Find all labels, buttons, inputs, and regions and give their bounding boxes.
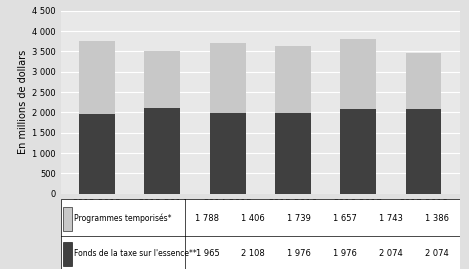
Bar <box>275 113 311 194</box>
Bar <box>340 109 376 194</box>
Bar <box>63 207 72 231</box>
Bar <box>79 41 115 114</box>
Bar <box>79 114 115 194</box>
Text: 1 386: 1 386 <box>425 214 449 223</box>
Bar <box>340 38 376 109</box>
Text: Fonds de la taxe sur l'essence**: Fonds de la taxe sur l'essence** <box>74 249 197 258</box>
Bar <box>275 46 311 113</box>
Text: 1 406: 1 406 <box>242 214 265 223</box>
Text: 1 657: 1 657 <box>333 214 357 223</box>
Bar <box>210 113 246 194</box>
Bar <box>210 43 246 113</box>
Text: 1 743: 1 743 <box>379 214 403 223</box>
Y-axis label: En millions de dollars: En millions de dollars <box>18 50 28 154</box>
Text: Programmes temporisés*: Programmes temporisés* <box>74 214 171 223</box>
Text: 1 965: 1 965 <box>196 249 219 258</box>
Text: 1 976: 1 976 <box>287 249 311 258</box>
Text: 1 739: 1 739 <box>287 214 311 223</box>
Text: 2 074: 2 074 <box>425 249 448 258</box>
Text: 2 108: 2 108 <box>242 249 265 258</box>
Text: 1 976: 1 976 <box>333 249 357 258</box>
Bar <box>406 109 441 194</box>
Text: 1 788: 1 788 <box>196 214 219 223</box>
Text: 2 074: 2 074 <box>379 249 403 258</box>
Bar <box>144 108 180 194</box>
Bar <box>144 51 180 108</box>
Bar <box>63 242 72 266</box>
Bar <box>406 53 441 109</box>
